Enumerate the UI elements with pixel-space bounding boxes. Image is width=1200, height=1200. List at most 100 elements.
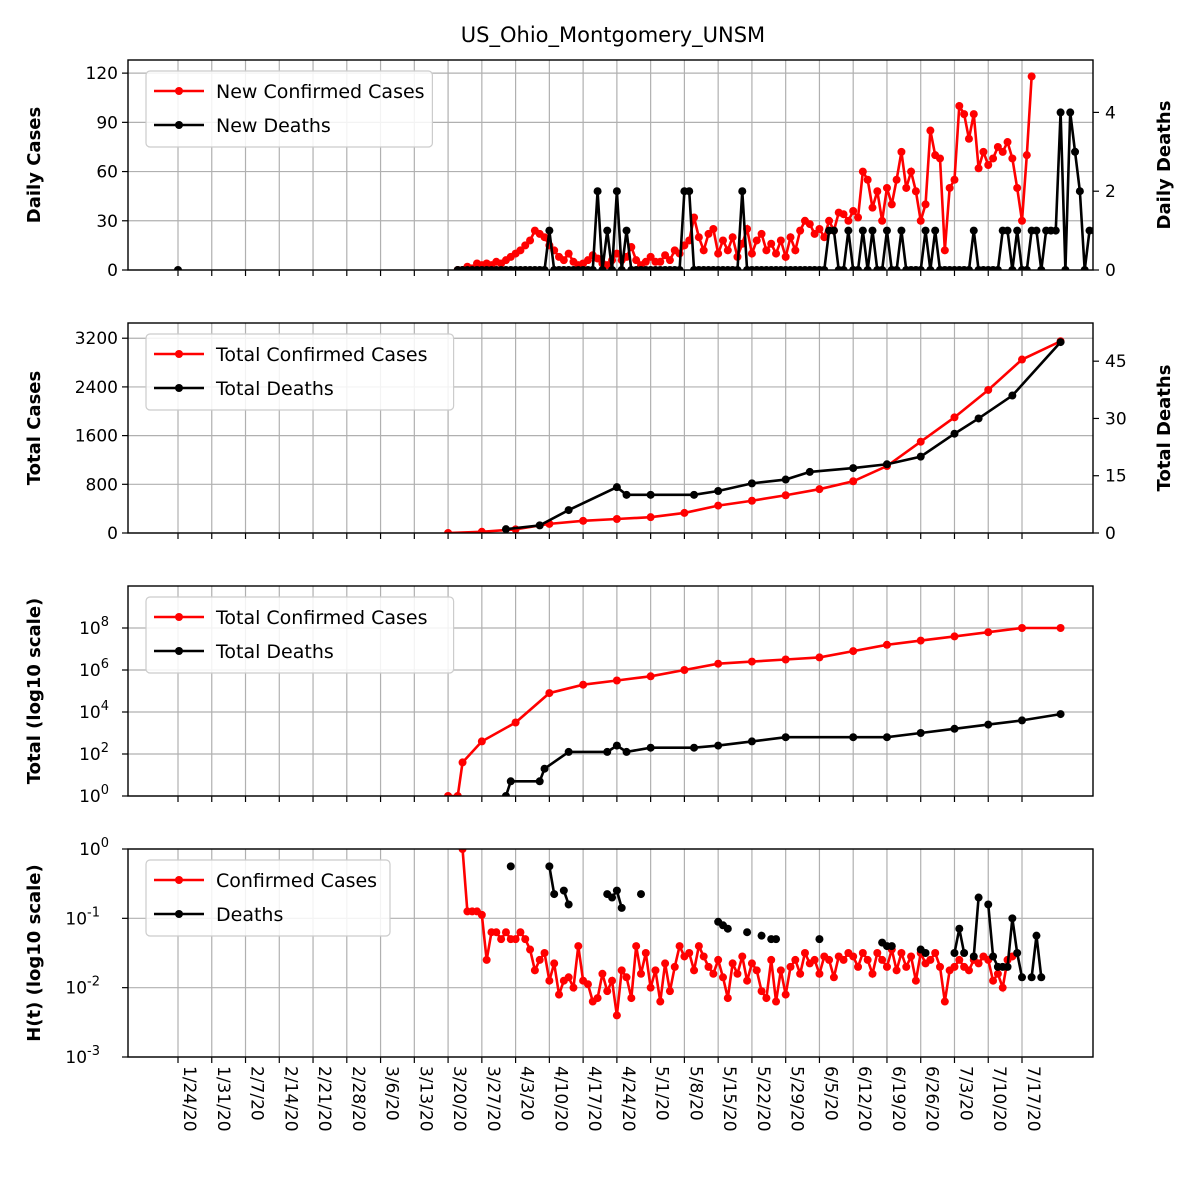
confirmed-cases-point [555,990,564,999]
y-tick-label-exp: -1 [87,905,100,920]
new-confirmed-cases-point [540,233,549,242]
confirmed-cases-point [550,959,559,968]
y-tick-label-exp: -2 [87,975,100,990]
y-tick-label-base: 10 [79,703,101,723]
x-tick-label: 5/1/20 [652,1066,672,1121]
y-tick-label-base: 10 [79,745,101,765]
x-tick-label: 3/20/20 [449,1066,469,1132]
total-deaths-point [714,487,723,495]
x-tick-label: 4/3/20 [517,1066,537,1121]
x-tick-label: 7/17/20 [1023,1066,1043,1132]
confirmed-cases-point [656,997,665,1006]
confirmed-cases-point [530,966,539,975]
new-confirmed-cases-point [974,164,983,173]
new-deaths-point [733,266,742,270]
x-tick-label: 6/5/20 [820,1066,840,1121]
deaths-point [1018,973,1026,982]
new-confirmed-cases-point [960,110,969,119]
total-deaths-point [882,733,891,742]
legend-box [145,70,433,148]
total-confirmed-cases-point [579,680,588,689]
confirmed-cases-point [622,973,631,982]
confirmed-cases-point [752,966,761,975]
new-confirmed-cases-point [612,249,621,258]
legend-box [145,596,455,674]
x-tick-label: 3/27/20 [483,1066,503,1132]
confirmed-cases-point [477,910,486,919]
legend-label: Total Deaths [215,378,334,400]
new-deaths-point [882,226,891,235]
new-deaths-point [839,266,848,270]
legend-label: New Deaths [216,115,331,137]
x-tick-label: 5/29/20 [787,1066,807,1132]
legend-marker [175,121,183,129]
deaths-point [950,949,959,957]
new-confirmed-cases-point [950,175,959,184]
confirmed-cases-point [897,949,906,957]
new-confirmed-cases-point [661,251,670,260]
total-confirmed-cases-point [453,792,462,796]
deaths-point [1027,973,1036,982]
confirmed-cases-point [776,966,785,975]
total-confirmed-cases-point [511,718,520,727]
total-confirmed-cases-point [1056,624,1065,632]
y-tick-label: 30 [96,212,118,232]
total-deaths-point [781,733,790,742]
new-deaths-point [174,266,182,270]
confirmed-cases-point [598,969,607,978]
total-confirmed-cases-point [747,496,756,505]
legend-marker [175,910,183,918]
plot-frame [127,848,1094,1058]
deaths-point [772,935,781,944]
new-deaths-point [1080,266,1089,270]
legend: Total Confirmed Cases Total Deaths [145,596,455,674]
new-deaths-point [993,266,1002,270]
x-tick-label: 4/17/20 [584,1066,604,1132]
total-confirmed-cases-point [916,636,925,645]
x-tick-label: 2/28/20 [348,1066,368,1132]
total-deaths-point [646,743,655,752]
total-confirmed-cases-point [545,689,554,698]
y-tick-label: 90 [96,113,118,133]
confirmed-cases-point [800,949,809,957]
y-tick-label-base: 10 [79,787,101,807]
confirmed-cases-point [458,849,467,853]
new-confirmed-cases-point [752,236,761,245]
y-right-axis-label: Daily Deaths [1154,101,1175,230]
y-right-tick-label: 45 [1105,352,1127,372]
confirmed-cases-point [931,949,940,957]
new-confirmed-cases-point [776,236,785,245]
y-axis-label: H(t) (log10 scale) [24,864,45,1042]
new-confirmed-cases-point [810,229,819,238]
new-confirmed-cases-point [796,226,805,235]
y-tick-label: 100 [79,783,109,807]
deaths-point [984,900,993,909]
new-confirmed-cases-point [1027,72,1036,81]
legend-label: New Confirmed Cases [216,81,425,103]
total-confirmed-cases-point [714,659,723,668]
new-confirmed-cases-point [858,167,867,176]
new-confirmed-cases-point [907,167,916,176]
deaths-line [972,897,980,957]
y-axis-label: Total (log10 scale) [24,598,45,785]
confirmed-cases-point [699,952,708,961]
confirmed-cases-point [593,994,602,1003]
new-confirmed-cases-point [805,220,814,229]
total-deaths-point [714,741,723,750]
new-confirmed-cases-point [762,246,771,255]
new-deaths-point [916,266,925,270]
deaths-point [1032,931,1041,940]
new-confirmed-cases-point [699,246,708,255]
new-deaths-point [685,187,694,196]
confirmed-cases-point [868,969,877,978]
new-deaths-point [863,266,872,270]
total-confirmed-cases-point [815,485,824,494]
new-confirmed-cases-point [897,147,906,156]
new-confirmed-cases-point [839,210,848,219]
confirmed-cases-point [762,994,771,1003]
y-tick-label: 1600 [75,427,118,447]
total-deaths-point [950,429,959,438]
new-deaths-point [854,266,863,270]
confirmed-cases-point [993,969,1002,978]
y-axis-label: Total Cases [24,371,45,485]
